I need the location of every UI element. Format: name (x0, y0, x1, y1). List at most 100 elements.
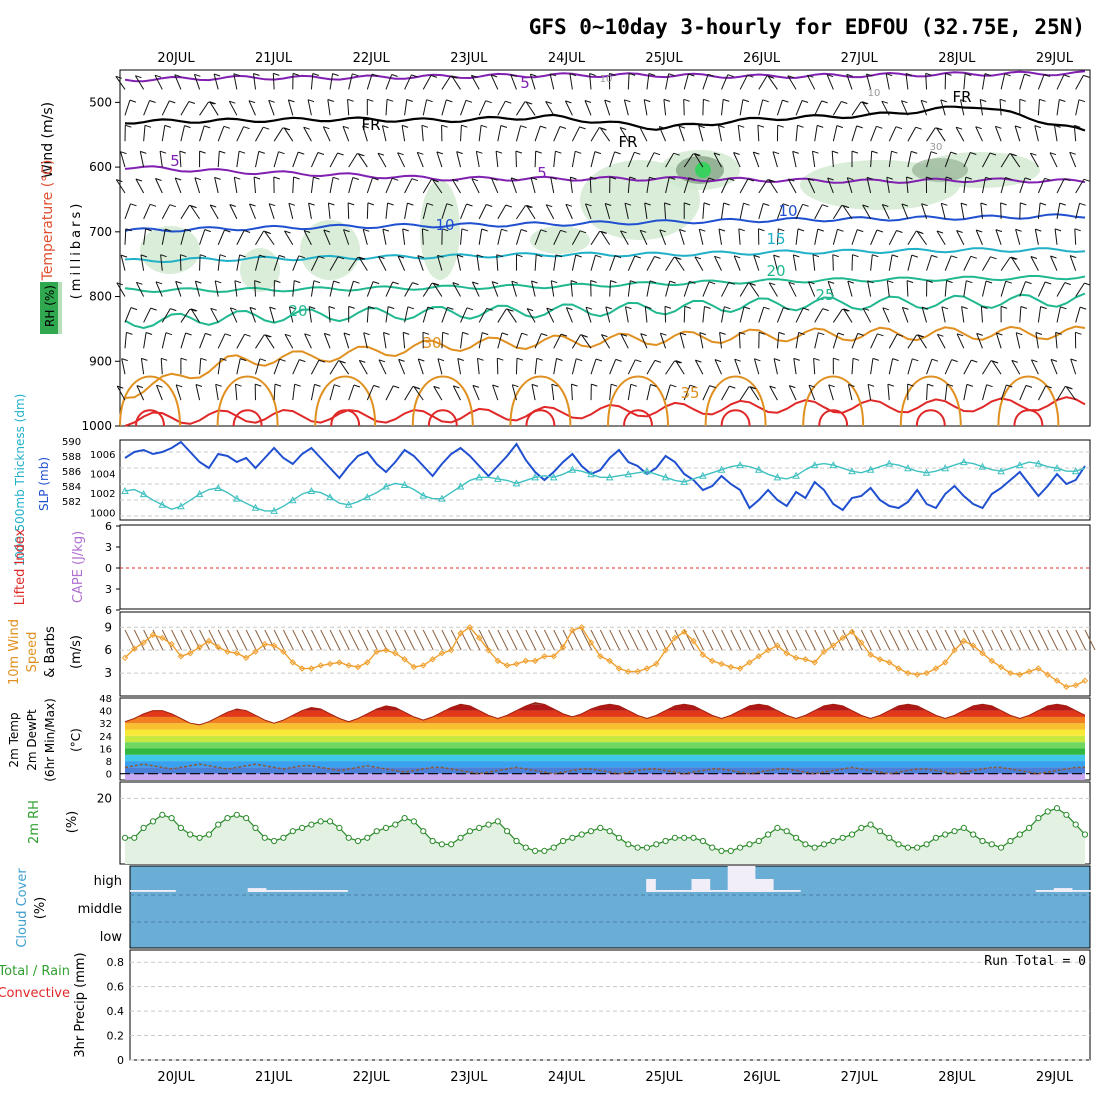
wind-barb (609, 255, 616, 271)
wind-barb-flag (937, 333, 944, 337)
surface-barb (199, 629, 211, 651)
wind-barb (814, 229, 819, 245)
cloud-bar (311, 890, 321, 892)
rh-point (121, 834, 129, 841)
rh-point (522, 844, 529, 851)
thickness-point (736, 461, 744, 469)
thickness-point (1071, 467, 1080, 475)
wind-barb-flag (960, 202, 968, 206)
wind-barb-flag (135, 75, 142, 79)
wind-barb (255, 254, 260, 271)
wind-barb (749, 283, 760, 297)
wind-barb-flag (589, 73, 596, 76)
wind-barb-flag (941, 202, 948, 206)
wind-barb-flag (911, 254, 918, 258)
wind-barb (991, 360, 1002, 375)
upper-axis-label: Temperature (°C) (40, 160, 56, 282)
rh-point (895, 841, 902, 848)
wind-barb (268, 100, 275, 116)
rh-point (289, 828, 296, 835)
wind-barb (236, 230, 245, 245)
thickness-point (885, 459, 894, 467)
cloud-bar (773, 890, 783, 892)
surface-barb (236, 629, 248, 651)
wind-barb (643, 99, 648, 116)
wind-barb-flag (847, 280, 854, 284)
rh-point (653, 841, 660, 848)
wind-barb (154, 74, 163, 90)
wind-barb-flag (130, 307, 138, 311)
wind-barb (570, 280, 573, 297)
wind-barb-flag (288, 99, 295, 103)
wind-barb (310, 359, 320, 375)
wind-barbs (115, 72, 1091, 401)
wind-barb (452, 282, 461, 297)
wind-barb-flag (339, 360, 346, 364)
cape-tick-label: 0 (105, 562, 112, 575)
wind-barb (292, 384, 296, 401)
wind-speed-point (681, 628, 688, 636)
day-label-top: 24JUL (548, 51, 586, 66)
wind-barb (456, 151, 462, 168)
thickness-point (978, 462, 987, 470)
wind-barb (979, 99, 983, 116)
wind-barb (619, 127, 629, 142)
wind-barb-flag (575, 254, 582, 258)
wind-barb-flag (813, 357, 820, 361)
wind-barb (471, 281, 480, 297)
cloud-bar (673, 890, 683, 892)
wind-barb (963, 359, 972, 375)
wind-barb-flag (457, 254, 464, 258)
wind-barb-flag (407, 306, 415, 310)
rh-series (120, 797, 1090, 864)
wind-barb (758, 203, 764, 220)
wind-barb-flag (194, 177, 202, 181)
wind-barb (441, 99, 447, 116)
wind-barb-flag (594, 151, 602, 155)
wind-barb (1056, 74, 1065, 90)
rh-blob (530, 226, 590, 254)
wind-barb (457, 358, 462, 375)
thickness-point (866, 465, 875, 473)
wind-barb-flag (298, 151, 305, 155)
wind-barb (416, 152, 424, 168)
wind-speed-point (597, 653, 604, 660)
wind-barb (870, 229, 878, 245)
wind-barb-flag (763, 306, 770, 310)
wind-barb-flag (1079, 202, 1086, 206)
wind-barb (366, 306, 369, 323)
wind-barb-flag (866, 176, 874, 180)
thickness-point (941, 464, 950, 472)
wind-barb-flag (659, 126, 666, 129)
wind-barb-flag (723, 98, 730, 102)
temp-band (125, 748, 1085, 755)
rh-point (382, 824, 390, 832)
rh-point (886, 834, 893, 841)
rh-point (988, 841, 995, 848)
wind-barb (378, 359, 387, 375)
wind-barb-flag (403, 331, 410, 335)
wind-barb (553, 126, 561, 142)
contour-label: FR (952, 88, 971, 106)
wind-barb-flag (417, 255, 424, 259)
surface-barb (255, 629, 266, 651)
wind-barb-flag (743, 202, 750, 206)
wind-barb-flag (442, 228, 449, 232)
rh-point (466, 828, 473, 835)
wind-barb-flag (727, 74, 734, 78)
wind-barb-flag (526, 308, 534, 312)
wind-barb (421, 125, 424, 142)
surface-barb (571, 629, 583, 651)
wind-barb-flag (931, 358, 939, 362)
wind-barb-flag (645, 306, 652, 309)
wind-barb (199, 229, 206, 245)
wind-barb-flag (273, 72, 280, 76)
rh-point (410, 818, 417, 825)
wind-barb (516, 205, 526, 220)
wind-barb-flag (753, 151, 760, 155)
wind-barb (776, 332, 780, 349)
wind-barb-flag (1010, 153, 1017, 157)
wind-barb (209, 101, 219, 116)
wind-barb (283, 127, 294, 142)
wind-barb-flag (363, 228, 370, 232)
